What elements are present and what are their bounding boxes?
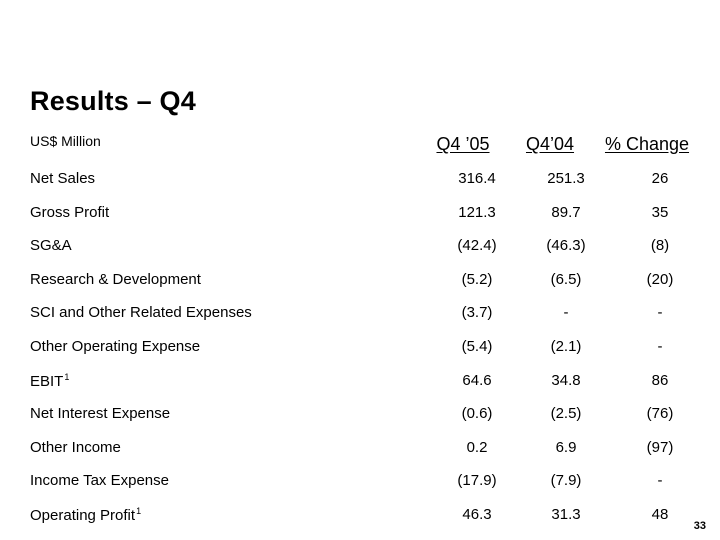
value-q4-05: 46.3: [462, 506, 492, 523]
value-q4-04: 34.8: [551, 371, 581, 389]
value-change: -: [657, 472, 663, 490]
table-row: Research & Development (5.2) (6.5) (20): [0, 271, 720, 291]
row-label: Research & Development: [30, 271, 201, 288]
value-change: 26: [651, 170, 669, 187]
table-row: Net Interest Expense (0.6) (2.5) (76): [0, 405, 720, 425]
column-header-change: % Change: [604, 134, 690, 154]
value-change: -: [657, 304, 663, 322]
row-label-text: SG&A: [30, 237, 72, 255]
value-q4-04: (2.5): [550, 405, 582, 423]
slide-title: Results – Q4: [30, 86, 196, 116]
row-label-text: Research & Development: [30, 270, 201, 288]
value-q4-04: (6.5): [550, 270, 582, 288]
value-q4-04: -: [563, 304, 569, 322]
row-label: Net Interest Expense: [30, 405, 170, 422]
row-label: Income Tax Expense: [30, 472, 169, 489]
column-header-q4-04: Q4’04: [525, 134, 575, 154]
row-label-text: Operating Profit: [30, 507, 136, 524]
value-q4-05: 121.3: [458, 203, 496, 221]
value-q4-05: (5.2): [461, 270, 493, 288]
row-label-text: Net Sales: [30, 170, 96, 187]
row-label-text: SCI and Other Related Expenses: [30, 304, 252, 322]
value-q4-04: 31.3: [551, 506, 581, 523]
value-change: 35: [651, 203, 669, 221]
row-label-text: EBIT: [30, 372, 64, 390]
value-q4-05: 316.4: [458, 170, 496, 187]
value-q4-05: (17.9): [457, 472, 497, 490]
value-q4-04: (46.3): [546, 237, 586, 255]
value-change: -: [657, 338, 663, 355]
table-row: Income Tax Expense (17.9) (7.9) -: [0, 472, 720, 492]
table-row: EBIT1 64.6 34.8 86: [0, 372, 720, 392]
row-label: EBIT1: [30, 372, 69, 390]
table-row: SCI and Other Related Expenses (3.7) - -: [0, 304, 720, 324]
value-q4-05: (42.4): [457, 237, 497, 255]
value-q4-05: (3.7): [461, 304, 493, 322]
value-change: 86: [651, 371, 669, 389]
table-row: Operating Profit1 46.3 31.3 48: [0, 506, 720, 526]
value-q4-05: (0.6): [461, 405, 493, 423]
value-change: (97): [646, 438, 674, 456]
value-change: (20): [646, 270, 674, 288]
row-label: Other Income: [30, 439, 121, 456]
table-row: Gross Profit 121.3 89.7 35: [0, 204, 720, 224]
footnote-marker: 1: [136, 506, 142, 516]
row-label: SCI and Other Related Expenses: [30, 304, 252, 321]
table-row: SG&A (42.4) (46.3) (8): [0, 237, 720, 257]
row-label-text: Other Operating Expense: [30, 338, 201, 355]
value-q4-04: (7.9): [550, 472, 582, 490]
table-row: Other Income 0.2 6.9 (97): [0, 439, 720, 459]
value-q4-04: 6.9: [555, 438, 577, 456]
value-change: (76): [646, 405, 674, 423]
value-change: 48: [651, 506, 669, 523]
value-q4-05: 0.2: [466, 438, 488, 456]
footnote-marker: 1: [64, 371, 70, 382]
unit-label: US$ Million: [30, 133, 101, 149]
column-header-q4-05: Q4 ’05: [436, 134, 490, 154]
page-number: 33: [693, 520, 706, 532]
table-row: Other Operating Expense (5.4) (2.1) -: [0, 338, 720, 358]
value-q4-04: (2.1): [550, 338, 582, 355]
value-change: (8): [650, 237, 670, 255]
table-row: Net Sales 316.4 251.3 26: [0, 170, 720, 190]
value-q4-05: 64.6: [462, 371, 492, 389]
row-label-text: Income Tax Expense: [30, 472, 169, 490]
value-q4-04: 89.7: [551, 203, 581, 221]
row-label: SG&A: [30, 237, 72, 254]
row-label-text: Gross Profit: [30, 203, 110, 221]
value-q4-05: (5.4): [461, 338, 493, 355]
row-label: Gross Profit: [30, 204, 109, 221]
row-label-text: Net Interest Expense: [30, 405, 171, 423]
row-label: Operating Profit1: [30, 506, 141, 524]
value-q4-04: 251.3: [547, 170, 585, 187]
row-label: Net Sales: [30, 170, 95, 187]
row-label: Other Operating Expense: [30, 338, 200, 355]
row-label-text: Other Income: [30, 438, 121, 456]
